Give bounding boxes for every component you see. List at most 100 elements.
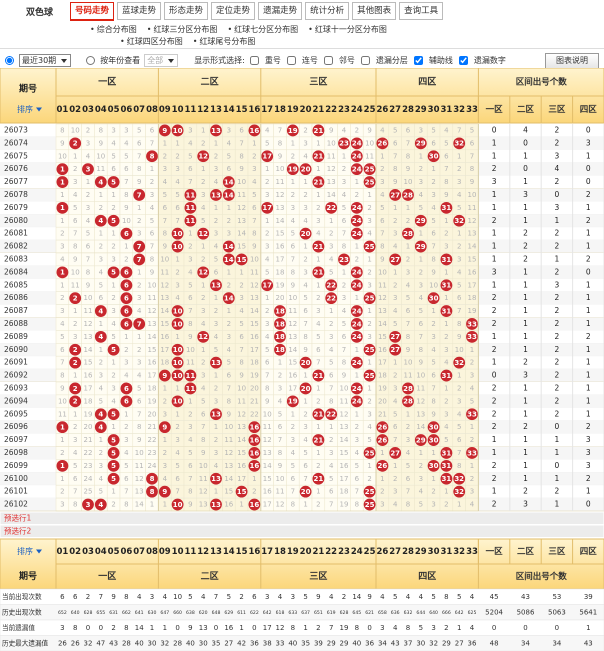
tab[interactable]: 其他图表 — [352, 2, 397, 20]
ball-number: 25 — [365, 372, 375, 380]
radio-recent[interactable] — [5, 56, 14, 65]
omission: 2 — [137, 346, 141, 354]
sublink[interactable]: 综合分布图 — [90, 24, 137, 35]
count-zone-header: 四区 — [580, 105, 598, 115]
omission: 12 — [468, 217, 477, 225]
omission: 5 — [73, 462, 77, 470]
omission: 7 — [278, 126, 282, 134]
checkbox[interactable] — [323, 56, 333, 65]
zone-count: 3 — [586, 461, 591, 470]
stats-value: 7 — [214, 593, 218, 601]
ball-number: 15 — [237, 256, 247, 264]
omission: 2 — [227, 281, 231, 289]
radio-year[interactable] — [86, 56, 96, 65]
stats-value: 638 — [186, 610, 195, 616]
zone-count: 2 — [523, 242, 528, 251]
omission: 7 — [303, 475, 307, 483]
omission: 10 — [365, 139, 374, 147]
omission: 7 — [137, 152, 141, 160]
checkbox[interactable] — [360, 56, 370, 65]
zone-count: 1 — [492, 332, 497, 341]
omission: 9 — [444, 191, 448, 199]
sublinks: 综合分布图红球三分区分布图红球七分区分布图红球十一分区分布图 — [90, 24, 387, 35]
omission: 4 — [99, 268, 104, 276]
tab[interactable]: 定位走势 — [211, 2, 256, 20]
tab[interactable]: 遗漏走势 — [258, 2, 303, 20]
omission: 2 — [201, 178, 205, 186]
stats-value: 27 — [224, 639, 233, 647]
omission: 3 — [137, 359, 141, 367]
zone-count: 3 — [555, 151, 560, 160]
controls: 最近30期 按年份查看 全部 显示形式选择: 重号 连号 邻号 遗漏分层 辅助线 遗漏数字 — [4, 54, 506, 67]
omission: 5 — [73, 204, 77, 212]
omission: 1 — [380, 449, 384, 457]
omission: 9 — [137, 436, 141, 444]
omission: 1 — [419, 230, 423, 238]
omission: 6 — [227, 372, 232, 380]
tab[interactable]: 号码走势 — [70, 2, 115, 21]
help-button[interactable]: 图表说明 — [545, 53, 599, 69]
omission: 11 — [96, 165, 105, 173]
ball-number: 24 — [352, 282, 362, 290]
stats-zone-value: 45 — [490, 593, 499, 601]
tab[interactable]: 统计分析 — [305, 2, 350, 20]
stats-value: 43 — [109, 639, 118, 647]
omission: 1 — [367, 255, 371, 263]
omission: 4 — [316, 230, 321, 238]
omission: 1 — [278, 359, 282, 367]
omission: 7 — [188, 178, 192, 186]
omission: 9 — [457, 333, 461, 341]
omission: 2 — [291, 152, 295, 160]
stats-value: 4 — [419, 593, 424, 601]
checkbox[interactable] — [249, 56, 259, 65]
sublink[interactable]: 红球四区分布图 — [120, 36, 183, 47]
checkbox[interactable] — [458, 56, 468, 65]
stats-zone-value: 0 — [492, 624, 496, 632]
checkbox[interactable] — [286, 56, 296, 65]
omission: 7 — [431, 384, 435, 392]
number-header: 06 — [120, 547, 132, 557]
omission: 12 — [224, 449, 233, 457]
omission: 10 — [71, 126, 80, 134]
recent-select[interactable]: 最近30期 — [19, 54, 72, 67]
tab[interactable]: 形态走势 — [164, 2, 209, 20]
number-header: 21 — [312, 105, 324, 115]
omission: 1 — [457, 372, 461, 380]
omission: 6 — [188, 462, 193, 470]
omission: 6 — [291, 475, 296, 483]
zone-count: 1 — [523, 267, 528, 276]
sublink[interactable]: 红球尾号分布图 — [193, 36, 255, 47]
ball-number: 24 — [352, 217, 362, 225]
omission: 2 — [419, 268, 423, 276]
count-zone-header: 三区 — [548, 105, 566, 115]
sublink[interactable]: 红球三分区分布图 — [147, 24, 217, 35]
omission: 1 — [316, 165, 320, 173]
ball-number: 3 — [86, 501, 91, 509]
zone-count: 2 — [555, 242, 560, 251]
omission: 1 — [124, 410, 128, 418]
ball-number: 21 — [314, 372, 324, 380]
year-select[interactable]: 全部 — [144, 54, 179, 67]
sublink[interactable]: 红球十一分区分布图 — [308, 24, 387, 35]
omission: 6 — [188, 165, 193, 173]
omission: 4 — [329, 255, 334, 263]
stats-value: 636 — [391, 610, 400, 616]
omission: 6 — [431, 230, 436, 238]
omission: 6 — [316, 346, 321, 354]
stats-value: 629 — [224, 610, 233, 616]
omission: 6 — [457, 436, 462, 444]
ball-number: 31 — [442, 282, 452, 290]
zone-count: 3 — [586, 435, 591, 444]
ball-number: 4 — [98, 178, 103, 186]
tab[interactable]: 查询工具 — [399, 2, 444, 20]
omission: 7 — [457, 126, 461, 134]
stats-value: 8 — [124, 624, 128, 632]
ball-number: 13 — [211, 411, 221, 419]
sublink[interactable]: 红球七分区分布图 — [227, 24, 298, 35]
omission: 18 — [378, 372, 387, 380]
omission: 2 — [137, 217, 141, 225]
omission: 4 — [175, 294, 180, 302]
zone-count: 2 — [555, 229, 560, 238]
checkbox[interactable] — [413, 56, 423, 65]
tab[interactable]: 蓝球走势 — [117, 2, 162, 20]
